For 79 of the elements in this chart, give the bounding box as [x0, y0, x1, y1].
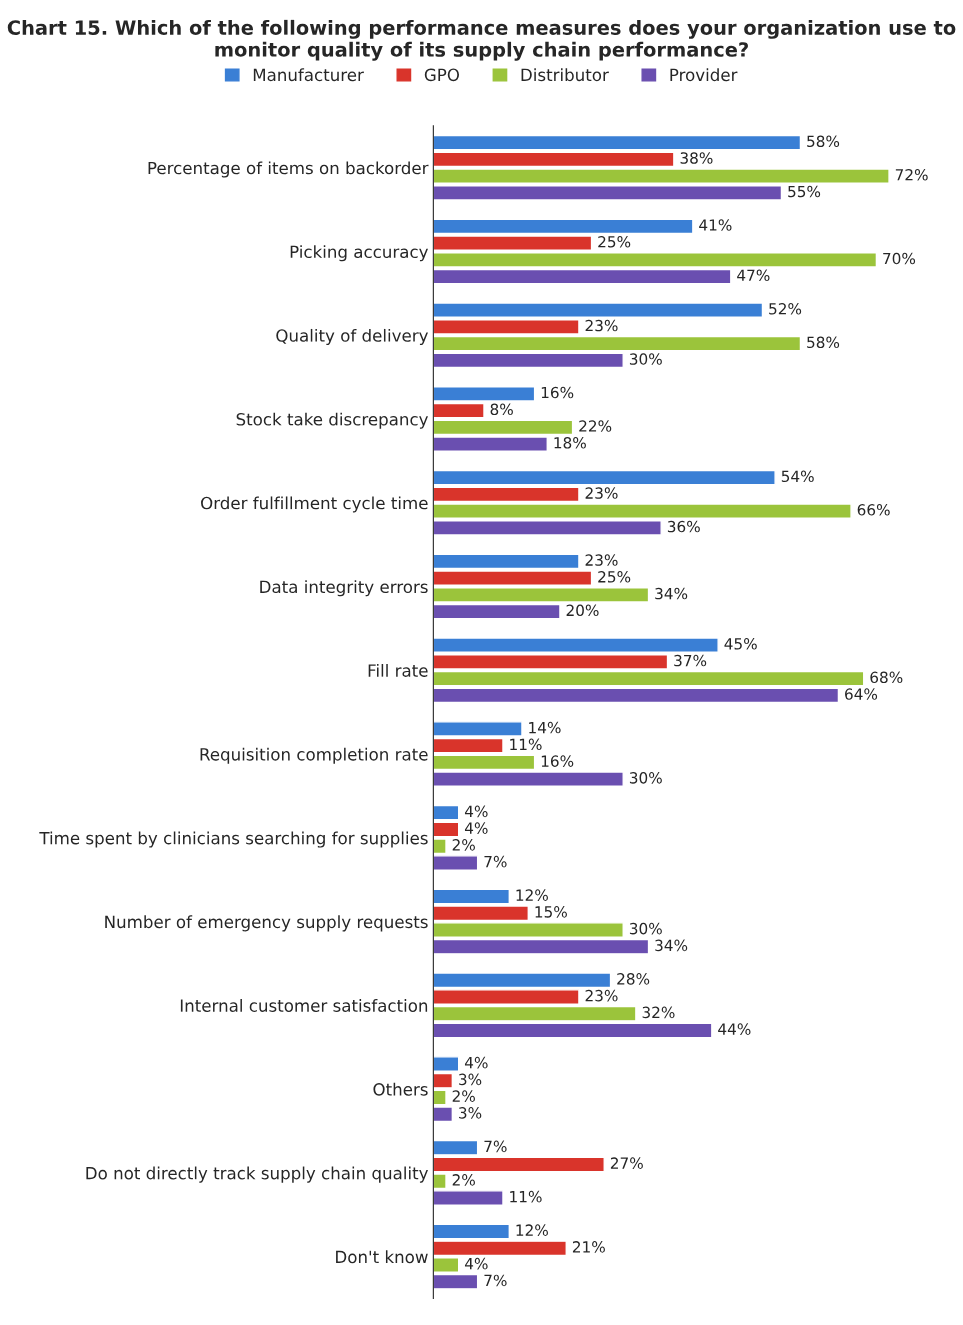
bar	[433, 352, 624, 369]
data-label: 16%	[541, 386, 574, 399]
y-tick-label: Requisition completion rate	[200, 747, 428, 764]
data-label: 7%	[484, 1274, 507, 1287]
data-label: 28%	[617, 973, 650, 985]
legend-label: Manufacturer	[253, 68, 364, 82]
data-label: 30%	[629, 353, 662, 365]
data-label: 3%	[459, 1073, 482, 1086]
data-label: 3%	[459, 1107, 482, 1119]
data-label: 70%	[883, 252, 916, 265]
data-label: 47%	[737, 269, 770, 282]
data-label: 12%	[516, 1224, 548, 1236]
y-tick-label: Quality of delivery	[276, 328, 428, 346]
data-label: 2%	[452, 1090, 475, 1102]
bar	[433, 134, 802, 151]
y-tick-label: Others	[373, 1082, 428, 1096]
data-label: 64%	[845, 688, 878, 700]
data-label: 4%	[464, 1056, 488, 1069]
data-label: 72%	[895, 169, 928, 181]
y-tick-label: Number of emergency supply requests	[105, 915, 428, 932]
data-label: 27%	[610, 1157, 643, 1169]
data-label: 34%	[655, 939, 688, 952]
y-tick-label: Percentage of items on backorder	[148, 161, 429, 178]
data-label: 4%	[464, 822, 488, 834]
y-tick-label: Picking accuracy	[290, 245, 428, 262]
data-label: 4%	[464, 1257, 488, 1270]
data-label: 68%	[870, 671, 903, 684]
legend-label: Distributor	[521, 68, 609, 82]
data-label: 66%	[857, 504, 890, 516]
y-tick-label: Time spent by clinicians searching for supplies	[39, 831, 428, 848]
data-label: 15%	[535, 906, 567, 918]
data-label: 23%	[585, 319, 618, 332]
data-label: 45%	[724, 638, 757, 650]
data-label: 54%	[781, 470, 814, 483]
data-label: 12%	[516, 889, 548, 901]
data-label: 23%	[585, 487, 618, 499]
data-label: 23%	[585, 554, 618, 566]
legend-label: GPO	[424, 68, 460, 82]
data-label: 30%	[629, 772, 662, 784]
data-label: 38%	[680, 152, 713, 164]
data-label: 8%	[490, 403, 513, 416]
data-label: 11%	[510, 738, 542, 751]
data-label: 52%	[769, 303, 802, 315]
y-tick-label: Data integrity errors	[260, 580, 428, 597]
data-label: 22%	[579, 420, 612, 432]
data-label: 30%	[629, 922, 662, 935]
data-label: 25%	[598, 571, 631, 583]
y-tick-label: Order fulfillment cycle time	[201, 496, 428, 513]
data-label: 58%	[807, 336, 840, 349]
data-label: 7%	[484, 1140, 507, 1153]
data-label: 16%	[541, 755, 574, 767]
data-label: 58%	[807, 135, 840, 148]
data-label: 11%	[510, 1190, 542, 1203]
y-tick-label: Stock take discrepancy	[236, 412, 428, 429]
y-tick-label: Do not directly track supply chain quality	[86, 1166, 428, 1183]
data-label: 32%	[642, 1006, 675, 1019]
data-label: 23%	[585, 989, 618, 1002]
y-tick-label: Fill rate	[368, 663, 428, 677]
data-label: 36%	[667, 520, 700, 533]
data-label: 20%	[566, 604, 599, 617]
data-label: 14%	[529, 721, 561, 734]
chart-title: Chart 15. Which of the following performance measures does your organization use to monitor quality of its supply chain performance?	[7, 19, 956, 61]
data-label: 25%	[598, 236, 631, 248]
bar	[433, 687, 840, 704]
data-label: 37%	[674, 654, 707, 667]
data-label: 55%	[788, 185, 821, 198]
legend-label: Provider	[670, 68, 738, 82]
data-label: 18%	[554, 437, 586, 449]
data-label: 2%	[452, 1174, 475, 1186]
bar	[433, 469, 776, 486]
y-tick-label: Internal customer satisfaction	[180, 999, 428, 1012]
data-label: 2%	[452, 839, 475, 851]
data-label: 34%	[655, 587, 688, 600]
data-label: 21%	[572, 1241, 605, 1253]
data-label: 41%	[699, 219, 732, 231]
data-label: 4%	[464, 805, 488, 818]
data-label: 44%	[718, 1023, 751, 1035]
data-label: 7%	[484, 855, 507, 868]
y-tick-label: Don't know	[336, 1250, 428, 1264]
